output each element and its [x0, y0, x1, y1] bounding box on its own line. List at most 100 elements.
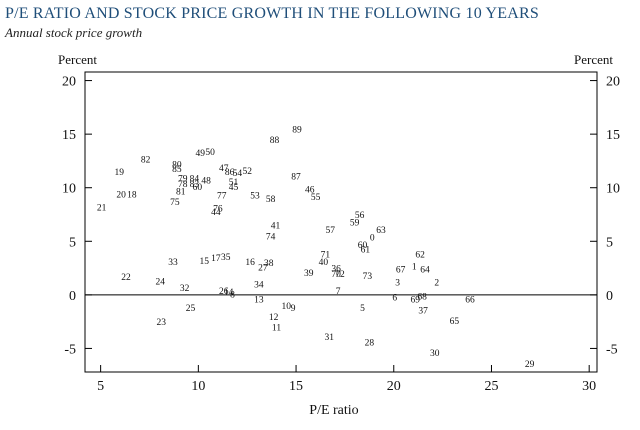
data-point-label: 55	[311, 193, 321, 203]
data-point-label: 33	[168, 258, 178, 268]
y-tick-label-right: 0	[606, 289, 613, 304]
data-point-label: 22	[121, 273, 131, 283]
data-point-label: 87	[291, 172, 301, 182]
chart-title: P/E RATIO AND STOCK PRICE GROWTH IN THE …	[5, 5, 539, 22]
data-point-label: 24	[155, 277, 165, 287]
data-point-label: 31	[325, 333, 335, 343]
data-point-label: 41	[271, 222, 281, 232]
data-point-label: 60	[358, 241, 368, 251]
y-tick-label-left: 15	[62, 128, 76, 143]
data-point-label: 35	[221, 253, 231, 263]
data-point-label: 13	[254, 296, 264, 306]
data-point-label: 85	[172, 165, 182, 175]
data-point-label: 47	[219, 164, 229, 174]
data-point-label: 54	[233, 169, 243, 179]
data-point-label: 57	[326, 226, 336, 236]
data-point-label: 44	[211, 208, 221, 218]
x-tick-label: 15	[289, 379, 303, 394]
data-point-label: 51	[229, 178, 239, 188]
data-point-label: 59	[350, 219, 360, 229]
data-point-label: 83	[190, 180, 200, 190]
data-point-label: 40	[319, 258, 329, 268]
data-point-label: 49	[196, 149, 206, 159]
data-point-label: 58	[266, 195, 276, 205]
data-point-label: 61	[361, 245, 371, 255]
data-point-label: 78	[178, 180, 188, 190]
data-point-label: 23	[156, 318, 166, 328]
data-point-label: 56	[355, 211, 365, 221]
data-point-label: 84	[190, 175, 200, 185]
data-point-label: 75	[170, 198, 180, 208]
data-point-label: 60	[193, 183, 203, 193]
x-tick-label: 30	[582, 379, 596, 394]
data-point-label: 14	[224, 288, 234, 298]
data-point-label: 20	[116, 191, 126, 201]
data-point-label: 25	[186, 304, 196, 314]
data-point-label: 1	[412, 262, 417, 272]
y-tick-label-left: 0	[69, 289, 76, 304]
y-tick-label-right: 10	[606, 182, 620, 197]
data-point-label: 82	[141, 155, 151, 165]
data-point-label: 15	[199, 257, 209, 267]
data-point-label: 36	[331, 265, 341, 275]
y-axis-label-right: Percent	[574, 52, 613, 67]
y-tick-label-right: 5	[606, 235, 613, 250]
x-axis-label: P/E ratio	[309, 403, 358, 418]
data-point-label: 48	[201, 177, 211, 187]
data-point-label: 50	[205, 148, 215, 158]
data-point-label: 64	[420, 266, 430, 276]
data-point-label: 69	[411, 296, 421, 306]
data-point-label: 27	[258, 264, 268, 274]
data-point-label: 39	[304, 269, 314, 279]
data-point-label: 10	[282, 302, 292, 312]
data-point-label: 63	[376, 226, 386, 236]
data-point-label: 73	[363, 272, 373, 282]
data-point-label: 11	[272, 324, 281, 334]
data-point-label: 3	[395, 279, 400, 289]
y-tick-label-left: 10	[62, 182, 76, 197]
data-point-label: 16	[245, 258, 255, 268]
data-point-label: 0	[370, 234, 375, 244]
data-point-label: 45	[229, 183, 239, 193]
data-point-label: 5	[360, 304, 365, 314]
data-point-label: 53	[250, 192, 260, 202]
data-point-label: 12	[269, 313, 279, 323]
data-point-label: 68	[417, 292, 427, 302]
data-point-label: 17	[211, 254, 221, 264]
chart-subtitle: Annual stock price growth	[5, 25, 143, 40]
data-point-label: 89	[292, 125, 302, 135]
data-point-label: 62	[415, 251, 425, 261]
data-point-label: 9	[291, 304, 296, 314]
x-tick-label: 10	[191, 379, 205, 394]
data-point-label: 21	[97, 204, 107, 214]
data-point-label: 80	[172, 161, 182, 171]
y-axis-label-left: Percent	[58, 52, 97, 67]
data-point-label: 2	[434, 279, 439, 289]
data-point-label: 8	[230, 290, 235, 300]
data-point-label: 67	[396, 266, 406, 276]
y-tick-label-left: 5	[69, 235, 76, 250]
data-point-label: 71	[321, 251, 331, 261]
data-point-label: 81	[176, 187, 186, 197]
data-point-label: 77	[217, 192, 227, 202]
data-point-label: 6	[392, 294, 397, 304]
data-point-label: 88	[270, 136, 280, 146]
data-point-label: 29	[525, 360, 535, 370]
data-point-label: 26	[219, 287, 229, 297]
data-point-label: 32	[180, 284, 190, 294]
data-point-label: 65	[450, 317, 460, 327]
data-point-label: 7	[336, 287, 341, 297]
data-point-label: 86	[225, 168, 235, 178]
y-tick-label-right: 15	[606, 128, 620, 143]
data-point-label: 52	[242, 167, 252, 177]
data-point-label: 76	[213, 205, 223, 215]
data-point-label: 66	[465, 296, 475, 306]
x-tick-label: 25	[484, 379, 498, 394]
data-point-label: 34	[254, 281, 264, 291]
data-point-label: 18	[127, 191, 137, 201]
data-point-label: 79	[178, 175, 188, 185]
plot-area-frame	[84, 71, 598, 373]
data-point-label: 74	[266, 232, 276, 242]
